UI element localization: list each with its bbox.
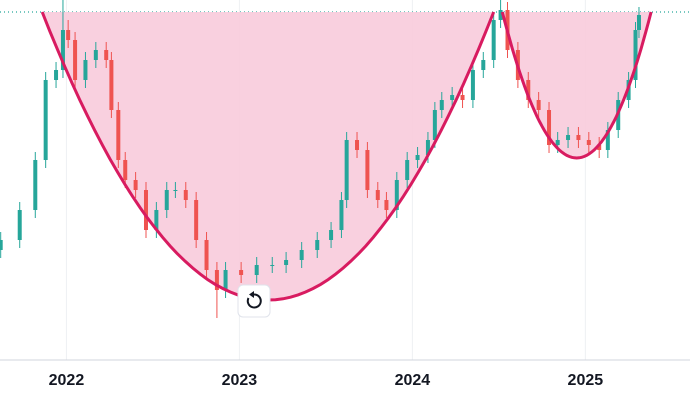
candle-body [284,260,289,265]
candle-body [123,160,128,180]
candle-body [329,230,334,240]
candle-body [60,30,65,70]
candle-body [93,50,98,60]
candle-body [384,200,389,210]
candle-body [183,190,188,200]
candle-body [555,140,560,145]
candle-body [597,145,602,150]
candle-body [450,95,455,100]
candle-body [566,135,571,140]
candle-body [526,80,531,100]
x-labels: 2022 2023 2024 2025 [49,372,604,389]
candle-body [355,140,360,150]
candle-body [0,240,3,250]
candle-body [481,60,486,70]
candle-body [339,200,344,230]
candle-body [605,130,610,150]
candle-body [223,270,228,290]
candle-body [83,60,88,80]
candle-body [109,60,114,110]
x-tick-label: 2022 [49,372,85,389]
candle-body [425,140,430,155]
candle-body [239,270,244,275]
candle-body [143,190,148,230]
pattern-curve [500,11,653,160]
candle-body [375,190,380,200]
candles [0,0,641,318]
candle-body [214,270,219,290]
candle-body [54,70,59,80]
pattern-fill [42,12,494,300]
candle-body [173,190,178,191]
x-tick-label: 2023 [222,372,258,389]
candle-body [633,30,638,80]
candle-body [315,240,320,250]
candle-body [460,95,465,100]
candle-body [470,70,475,100]
candle-body [299,250,304,260]
candle-body [116,110,121,160]
candle-body [133,180,138,190]
candle-body [43,80,48,160]
candle-body [270,265,275,266]
candle-body [164,190,169,210]
candle-body [536,100,541,110]
candle-body [576,135,581,140]
reset-icon[interactable] [246,293,262,309]
candle-body [415,155,420,160]
candle-body [73,40,78,80]
candle-body [439,100,444,110]
candle-body [405,160,410,180]
candle-body [432,110,437,140]
candle-body [33,160,38,210]
candle-body [344,140,349,200]
candle-body [586,140,591,145]
candle-body [498,10,503,20]
candle-body [204,240,209,270]
candle-body [636,15,641,30]
candle-body [17,210,22,240]
x-tick-label: 2024 [395,372,431,389]
x-tick-label: 2025 [568,372,604,389]
reset-button-bg[interactable] [237,284,271,318]
candle-body [394,180,399,210]
reset-icon-arrow[interactable] [249,291,254,298]
candle-body [194,200,199,240]
reset-button[interactable] [237,284,271,318]
candle-body [491,20,496,60]
candle-body [365,150,370,190]
candle-body [547,110,552,145]
candle-body [154,210,159,230]
candle-body [66,30,71,40]
candle-body [104,50,109,60]
candle-body [254,265,259,275]
